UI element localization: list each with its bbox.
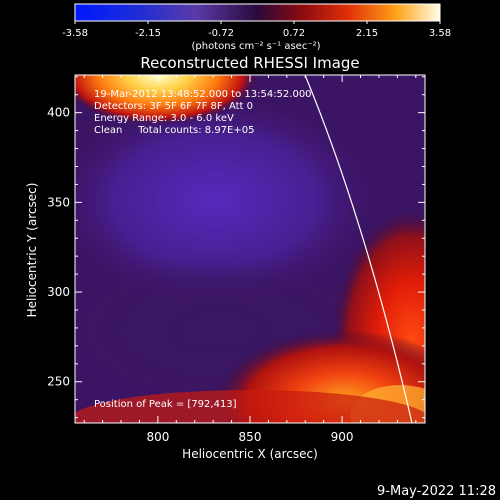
x-tick-label: 850: [239, 430, 262, 444]
peak-position-label: Position of Peak = [792,413]: [94, 399, 237, 410]
y-axis-label: Heliocentric Y (arcsec): [25, 183, 39, 318]
annotation-counts: Clean Total counts: 8.97E+05: [94, 125, 254, 136]
annotation-energy: Energy Range: 3.0 - 6.0 keV: [94, 113, 234, 124]
y-tick-label: 350: [47, 195, 70, 209]
x-tick-label: 900: [331, 430, 354, 444]
annotation-time: 19-Mar-2012 13:48:52.000 to 13:54:52.000: [94, 89, 312, 100]
colorbar-tick-label: 2.15: [356, 28, 378, 39]
annotation-detectors: Detectors: 3F 5F 6F 7F 8F, Att 0: [94, 101, 253, 112]
emission-halo: [75, 90, 385, 310]
heatmap-image: [75, 75, 425, 423]
colorbar-tick-label: 3.58: [429, 28, 451, 39]
chart-title: Reconstructed RHESSI Image: [140, 54, 359, 72]
footer-timestamp: 9-May-2022 11:28: [377, 484, 496, 499]
colorbar: -3.58 -2.15 -0.72 0.72 2.15 3.58 (photons cm⁻…: [62, 3, 451, 52]
colorbar-tick-label: -0.72: [208, 28, 234, 39]
colorbar-tick-label: -3.58: [62, 28, 88, 39]
emission-peak: [75, 75, 258, 125]
colorbar-scale: [75, 4, 440, 21]
colorbar-frame: [74, 3, 441, 22]
y-axis: 250 300 350 400: [47, 76, 425, 419]
info-annotations: 19-Mar-2012 13:48:52.000 to 13:54:52.000…: [94, 89, 312, 136]
x-axis-label: Heliocentric X (arcsec): [182, 447, 318, 461]
solar-limb: [304, 75, 413, 423]
colorbar-tick-label: -2.15: [135, 28, 161, 39]
colorbar-tick-label: 0.72: [283, 28, 305, 39]
y-tick-label: 400: [47, 106, 70, 120]
colorbar-unit: (photons cm⁻² s⁻¹ asec⁻²): [191, 41, 320, 52]
x-tick-label: 800: [146, 430, 169, 444]
y-tick-label: 250: [47, 375, 70, 389]
x-axis: 800 850 900: [83, 75, 417, 444]
y-tick-label: 300: [47, 285, 70, 299]
